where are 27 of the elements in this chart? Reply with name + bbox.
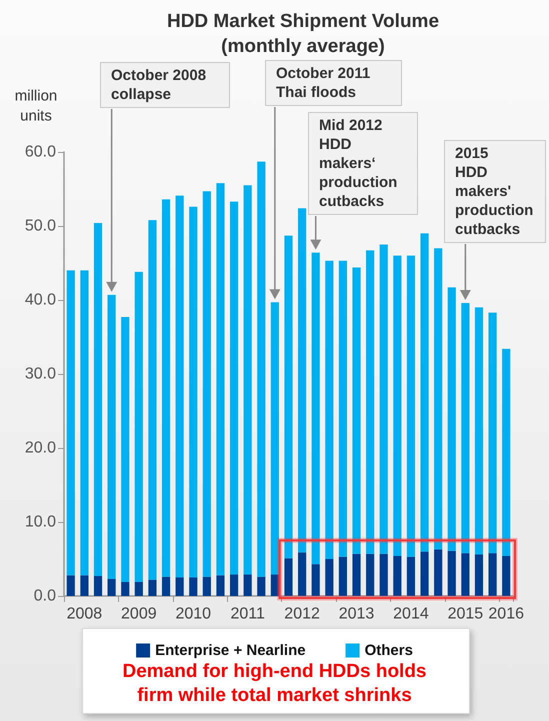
y-tick-label: 40.0 — [24, 292, 56, 308]
callout-box: October 2008 collapse — [100, 62, 230, 108]
x-tick-label: 2013 — [338, 606, 374, 622]
annotation: 2015 HDD makers' production cutbacks — [455, 144, 534, 239]
y-tick-label: 30.0 — [24, 366, 56, 382]
annotation: Mid 2012 HDD makers‘ production cutbacks — [319, 116, 398, 211]
x-tick-label: 2015 — [448, 606, 484, 622]
y-tick-label: 60.0 — [24, 144, 56, 160]
y-tick-label: 50.0 — [24, 218, 56, 234]
callout-box: October 2011 Thai floods — [265, 60, 402, 106]
y-axis-title: million units — [14, 88, 58, 124]
legend-label: Others — [364, 642, 413, 659]
callout-box: 2015 HDD makers' production cutbacks — [444, 140, 546, 243]
x-tick-label: 2011 — [230, 606, 265, 622]
x-tick-label: 2012 — [284, 606, 320, 622]
text: Demand for high-end HDDs holds firm while total market shrinks — [122, 660, 428, 708]
y-tick-label: 10.0 — [24, 514, 56, 530]
y-tick-label: 0.0 — [34, 588, 56, 604]
x-tick-label: 2008 — [66, 606, 102, 622]
callout-box: Mid 2012 HDD makers‘ production cutbacks — [308, 112, 418, 215]
chart-title: HDD Market Shipment Volume (monthly average) — [166, 11, 440, 57]
x-tick-label: 2014 — [393, 606, 429, 622]
x-tick-label: 2016 — [488, 606, 524, 622]
y-tick-label: 20.0 — [24, 440, 56, 456]
x-tick-label: 2009 — [121, 606, 157, 622]
x-tick-label: 2010 — [175, 606, 212, 622]
legend-label: Enterprise + Nearline — [155, 642, 306, 659]
